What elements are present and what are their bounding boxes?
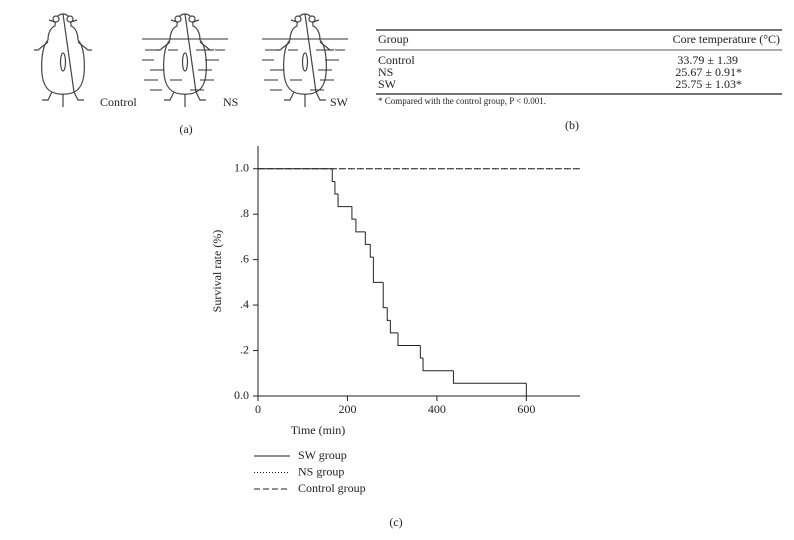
survival-step [334, 181, 339, 195]
table-cell: 33.79 ± 1.39 [677, 53, 738, 67]
panel-label: (b) [565, 118, 579, 132]
label: NS [223, 95, 238, 109]
table-header: Group [378, 32, 409, 46]
x-tick-label: 200 [338, 402, 356, 416]
survival-step [351, 206, 356, 220]
x-axis-label: Time (min) [291, 423, 346, 437]
survival-step [331, 168, 335, 182]
survival-step [389, 320, 398, 334]
x-tick-label: 0 [255, 402, 261, 416]
survival-step [337, 193, 352, 208]
table-cell: NS [378, 65, 393, 79]
water-ns [142, 38, 228, 91]
y-axis-label: Survival rate (%) [210, 230, 224, 313]
y-tick-label: 0.0 [234, 388, 249, 402]
survival-step [422, 358, 454, 372]
label: SW [330, 95, 349, 109]
survival-step [452, 370, 527, 384]
y-tick-label: .4 [240, 297, 249, 311]
survival-step [372, 257, 384, 283]
legend-label: SW group [298, 448, 347, 462]
table-cell: Control [378, 53, 415, 67]
survival-step [369, 244, 374, 258]
table-header: Core temperature (°C) [673, 32, 780, 46]
survival-step [419, 345, 424, 359]
survival-step [355, 219, 366, 233]
y-tick-label: 1.0 [234, 160, 249, 174]
y-tick-label: .8 [240, 206, 249, 220]
table-cell: 25.67 ± 0.91* [675, 65, 742, 79]
table-cell: SW [378, 77, 397, 91]
panel-label: (c) [389, 515, 402, 529]
survival-step [397, 332, 421, 347]
survival-step [386, 307, 391, 321]
y-tick-label: .6 [240, 251, 249, 265]
rat-control [33, 13, 93, 108]
x-tick-label: 600 [517, 402, 535, 416]
water-sw [262, 38, 348, 91]
legend-label: Control group [298, 481, 366, 495]
table: Group Core temperature (°C) Control 33.7… [376, 29, 782, 132]
survival-step [364, 231, 371, 245]
table-footnote: * Compared with the control group, P < 0… [378, 96, 546, 106]
y-tick-label: .2 [240, 342, 249, 356]
table-cell: 25.75 ± 1.03* [675, 77, 742, 91]
survival-step [382, 282, 388, 309]
x-tick-label: 400 [428, 402, 446, 416]
legend-label: NS group [298, 464, 344, 478]
panel-label: (a) [179, 122, 192, 136]
label: Control [100, 95, 137, 109]
